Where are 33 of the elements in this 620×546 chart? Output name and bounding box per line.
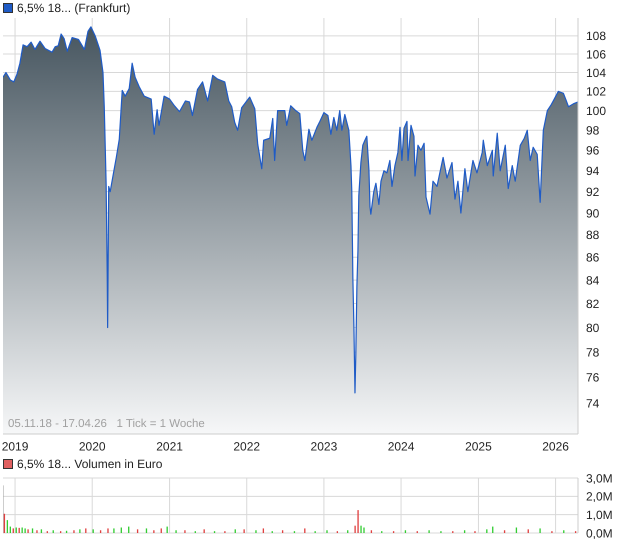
y-tick-label: 104 — [586, 66, 606, 80]
x-tick-label: 2025 — [465, 440, 492, 454]
y-tick-label: 82 — [586, 296, 600, 311]
y-tick-label: 88 — [586, 228, 600, 242]
y-tick-label: 0,0M — [586, 526, 613, 540]
y-tick-label: 108 — [586, 29, 606, 44]
x-tick-label: 2021 — [156, 440, 184, 454]
series-label: 6,5% 18... Volumen in Euro — [16, 457, 162, 471]
x-tick-label: 2024 — [388, 440, 415, 454]
x-tick-label: 2026 — [542, 440, 570, 454]
annotation: 05.11.18 - 17.04.26 1 Tick = 1 Woche — [8, 418, 205, 430]
y-tick-label: 78 — [586, 345, 600, 360]
x-tick-label: 2020 — [78, 440, 106, 454]
y-tick-label: 92 — [586, 184, 600, 199]
y-tick-label: 100 — [586, 104, 606, 118]
y-tick-label: 2,0M — [586, 490, 613, 504]
y-tick-label: 76 — [586, 370, 600, 385]
x-tick-label: 2022 — [233, 440, 260, 454]
x-tick-label: 2019 — [2, 440, 29, 454]
y-tick-label: 94 — [586, 164, 600, 178]
y-tick-label: 80 — [586, 320, 600, 335]
y-tick-label: 86 — [586, 250, 600, 264]
y-tick-label: 1,0M — [586, 508, 613, 522]
y-tick-label: 3,0M — [586, 471, 613, 486]
y-tick-label: 96 — [586, 144, 600, 158]
legend-label: 6,5% 18... (Frankfurt) — [16, 1, 130, 15]
y-tick-label: 90 — [586, 206, 600, 220]
y-tick-label: 106 — [586, 47, 606, 62]
y-tick-label: 84 — [586, 273, 600, 288]
y-tick-label: 102 — [586, 84, 606, 99]
x-tick-label: 2023 — [310, 440, 338, 454]
y-tick-label: 74 — [586, 396, 600, 411]
y-tick-label: 98 — [586, 124, 600, 138]
